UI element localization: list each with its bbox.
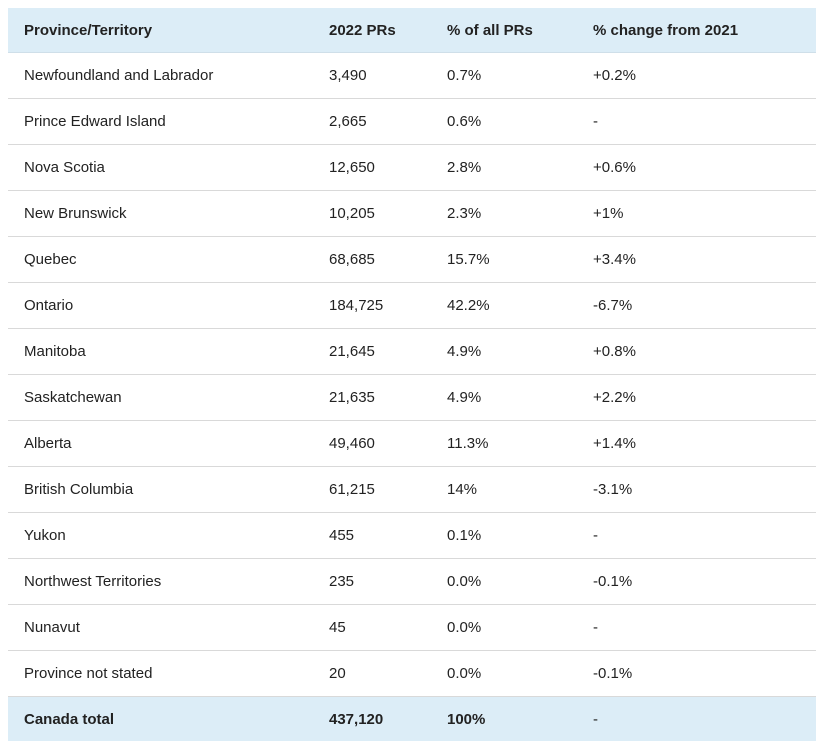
- cell-province: Ontario: [8, 283, 313, 329]
- cell-prs: 21,635: [313, 375, 431, 421]
- cell-change: -0.1%: [577, 651, 816, 697]
- cell-prs: 49,460: [313, 421, 431, 467]
- header-2022-prs: 2022 PRs: [313, 8, 431, 53]
- cell-percent: 14%: [431, 467, 577, 513]
- table-row: Alberta 49,460 11.3% +1.4%: [8, 421, 816, 467]
- total-label: Canada total: [8, 697, 313, 741]
- total-change: -: [577, 697, 816, 741]
- cell-prs: 455: [313, 513, 431, 559]
- cell-province: Province not stated: [8, 651, 313, 697]
- cell-province: Manitoba: [8, 329, 313, 375]
- cell-province: British Columbia: [8, 467, 313, 513]
- table-row: Nunavut 45 0.0% -: [8, 605, 816, 651]
- cell-change: -: [577, 605, 816, 651]
- cell-change: -: [577, 99, 816, 145]
- cell-change: -0.1%: [577, 559, 816, 605]
- cell-percent: 0.0%: [431, 651, 577, 697]
- cell-province: Saskatchewan: [8, 375, 313, 421]
- cell-province: Newfoundland and Labrador: [8, 53, 313, 99]
- pr-by-province-table: Province/Territory 2022 PRs % of all PRs…: [8, 8, 816, 741]
- cell-change: +0.8%: [577, 329, 816, 375]
- table-row: Province not stated 20 0.0% -0.1%: [8, 651, 816, 697]
- cell-percent: 42.2%: [431, 283, 577, 329]
- cell-province: Nova Scotia: [8, 145, 313, 191]
- cell-prs: 184,725: [313, 283, 431, 329]
- cell-prs: 45: [313, 605, 431, 651]
- table-row: Saskatchewan 21,635 4.9% +2.2%: [8, 375, 816, 421]
- cell-prs: 10,205: [313, 191, 431, 237]
- total-row: Canada total 437,120 100% -: [8, 697, 816, 741]
- header-row: Province/Territory 2022 PRs % of all PRs…: [8, 8, 816, 53]
- cell-percent: 15.7%: [431, 237, 577, 283]
- cell-percent: 11.3%: [431, 421, 577, 467]
- cell-percent: 2.8%: [431, 145, 577, 191]
- cell-percent: 0.7%: [431, 53, 577, 99]
- cell-prs: 68,685: [313, 237, 431, 283]
- cell-province: Prince Edward Island: [8, 99, 313, 145]
- table-row: Prince Edward Island 2,665 0.6% -: [8, 99, 816, 145]
- cell-province: Nunavut: [8, 605, 313, 651]
- cell-percent: 0.0%: [431, 605, 577, 651]
- table-header: Province/Territory 2022 PRs % of all PRs…: [8, 8, 816, 53]
- total-percent: 100%: [431, 697, 577, 741]
- table-row: Yukon 455 0.1% -: [8, 513, 816, 559]
- cell-prs: 21,645: [313, 329, 431, 375]
- cell-prs: 12,650: [313, 145, 431, 191]
- header-province: Province/Territory: [8, 8, 313, 53]
- total-prs: 437,120: [313, 697, 431, 741]
- cell-percent: 4.9%: [431, 329, 577, 375]
- table-row: Northwest Territories 235 0.0% -0.1%: [8, 559, 816, 605]
- cell-change: +1.4%: [577, 421, 816, 467]
- table-row: Quebec 68,685 15.7% +3.4%: [8, 237, 816, 283]
- cell-percent: 0.0%: [431, 559, 577, 605]
- cell-province: New Brunswick: [8, 191, 313, 237]
- cell-prs: 235: [313, 559, 431, 605]
- header-percent-of-all: % of all PRs: [431, 8, 577, 53]
- cell-change: -: [577, 513, 816, 559]
- cell-prs: 3,490: [313, 53, 431, 99]
- cell-prs: 2,665: [313, 99, 431, 145]
- table-footer: Canada total 437,120 100% -: [8, 697, 816, 741]
- cell-change: +3.4%: [577, 237, 816, 283]
- cell-change: +1%: [577, 191, 816, 237]
- cell-percent: 0.6%: [431, 99, 577, 145]
- cell-province: Northwest Territories: [8, 559, 313, 605]
- cell-change: +0.2%: [577, 53, 816, 99]
- table-body: Newfoundland and Labrador 3,490 0.7% +0.…: [8, 53, 816, 697]
- cell-province: Yukon: [8, 513, 313, 559]
- table-row: Ontario 184,725 42.2% -6.7%: [8, 283, 816, 329]
- table-row: Nova Scotia 12,650 2.8% +0.6%: [8, 145, 816, 191]
- cell-change: +0.6%: [577, 145, 816, 191]
- cell-change: +2.2%: [577, 375, 816, 421]
- table-row: Newfoundland and Labrador 3,490 0.7% +0.…: [8, 53, 816, 99]
- table-row: British Columbia 61,215 14% -3.1%: [8, 467, 816, 513]
- cell-prs: 20: [313, 651, 431, 697]
- cell-province: Alberta: [8, 421, 313, 467]
- cell-prs: 61,215: [313, 467, 431, 513]
- cell-change: -3.1%: [577, 467, 816, 513]
- cell-change: -6.7%: [577, 283, 816, 329]
- cell-percent: 4.9%: [431, 375, 577, 421]
- cell-percent: 0.1%: [431, 513, 577, 559]
- table-row: New Brunswick 10,205 2.3% +1%: [8, 191, 816, 237]
- cell-province: Quebec: [8, 237, 313, 283]
- header-percent-change: % change from 2021: [577, 8, 816, 53]
- cell-percent: 2.3%: [431, 191, 577, 237]
- table-row: Manitoba 21,645 4.9% +0.8%: [8, 329, 816, 375]
